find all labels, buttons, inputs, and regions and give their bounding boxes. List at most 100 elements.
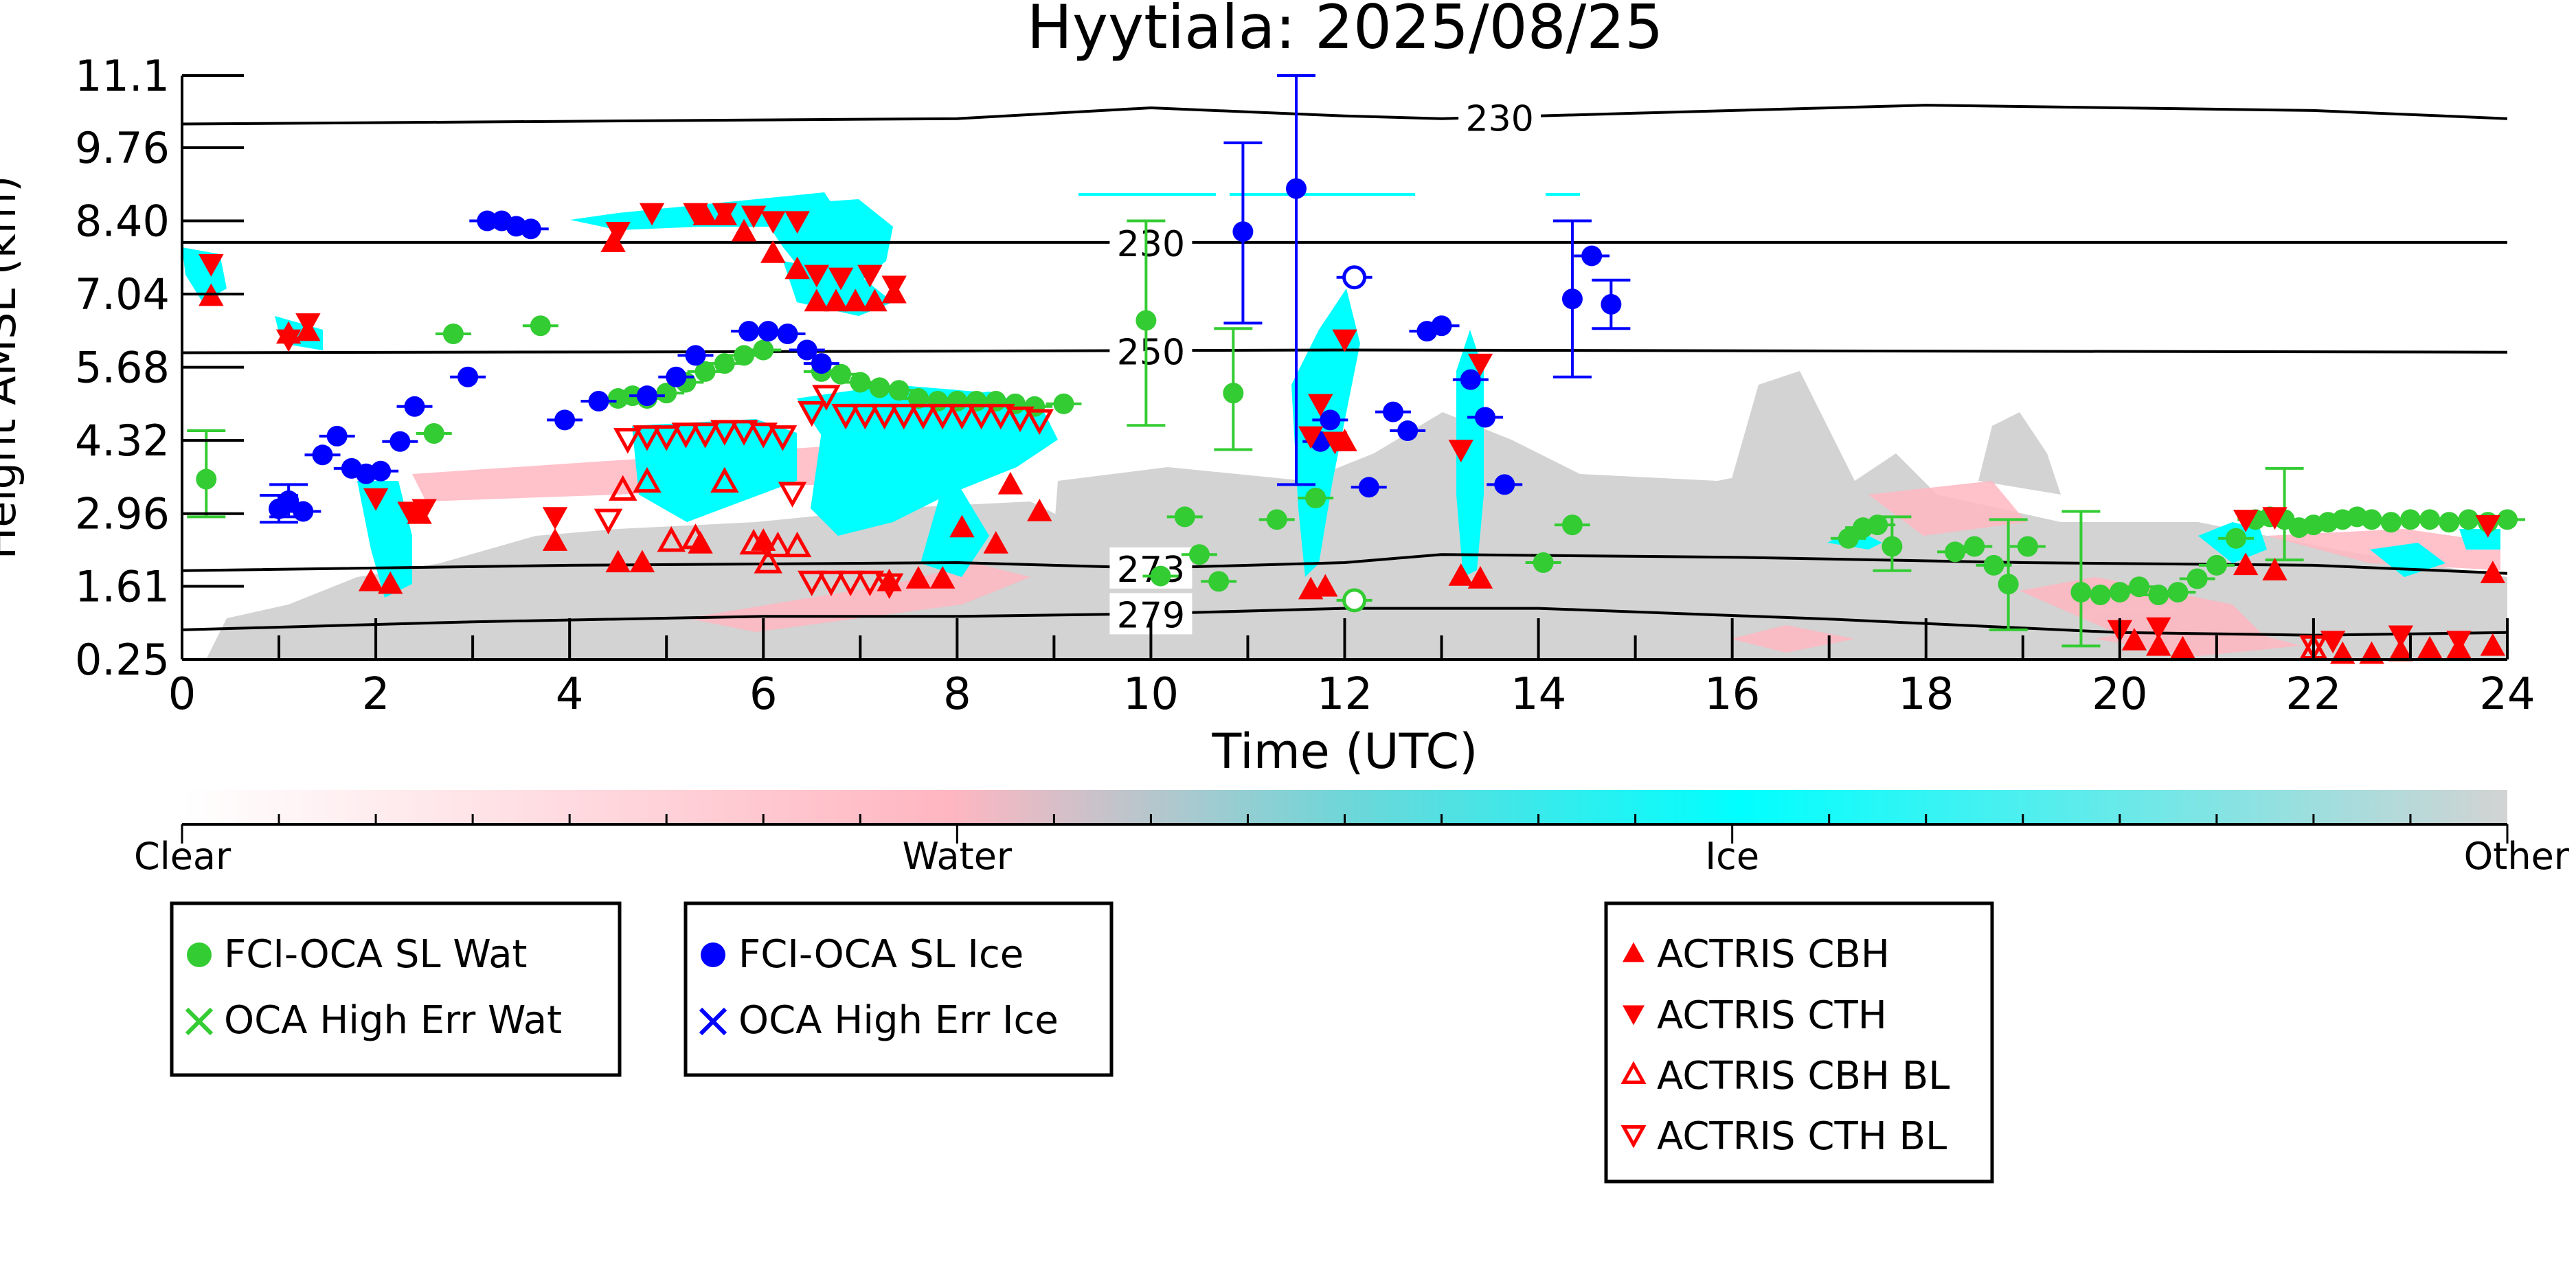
data-point [782,531,812,558]
data-point [2148,584,2169,605]
data-point [730,420,758,446]
legend-marker [1620,1125,1647,1149]
legend-actris: ACTRIS CBH ACTRIS CTH ACTRIS CBH BL ACTR… [1604,901,1994,1184]
data-point [530,315,551,337]
data-point [1223,383,1244,404]
y-tick-label: 5.68 [75,343,170,393]
data-point [2262,558,2287,580]
data-point [850,372,871,393]
y-tick-label: 0.25 [75,635,170,685]
data-point [831,403,860,430]
colorbar-label: Clear [134,835,231,878]
y-tick-label: 2.96 [75,489,170,539]
x-tick-label: 8 [943,669,971,720]
data-point [2439,512,2460,533]
legend-marker [187,942,212,967]
data-point [828,267,854,291]
legend-entry-label: ACTRIS CBH BL [1657,1054,1950,1098]
data-point [1448,563,1473,586]
data-point [1320,409,1341,431]
data-point [1533,552,1554,573]
legend-entry-label: ACTRIS CBH [1657,932,1890,977]
data-point [594,508,623,534]
legend-marker [1623,1005,1645,1026]
legend-marker [699,1007,727,1036]
data-point [869,377,890,398]
data-point [1285,178,1307,199]
data-point [2090,584,2111,605]
data-point [798,400,826,427]
data-point [928,403,957,430]
data-point [666,366,687,387]
data-point [739,528,768,555]
data-point [2170,635,2195,659]
y-tick-label: 9.76 [75,123,170,173]
isotherm-label-bg [1109,221,1193,263]
data-point [370,460,392,482]
data-point [2380,512,2402,533]
colorbar-minor-ticks [181,814,2509,844]
data-point [947,403,977,430]
data-point [2233,510,2259,532]
data-point [2129,576,2150,598]
data-point [1838,528,1859,549]
data-point [768,425,798,451]
data-point [629,550,655,573]
data-point [1150,565,1171,587]
data-point [1964,536,1985,557]
y-tick-label: 8.40 [75,196,170,247]
data-point [2121,628,2147,651]
series-fci-oca-sl-wat [187,219,2525,648]
data-point [690,422,720,449]
data-point [326,425,348,447]
y-tick-label: 4.32 [75,416,170,466]
data-point [857,264,883,288]
data-point [850,403,880,430]
data-point [404,396,425,417]
x-tick-label: 22 [2285,669,2341,720]
data-point [1305,487,1326,508]
data-point [1601,293,1622,315]
data-point [1882,536,1903,557]
isotherm-273 [182,553,2507,575]
data-point [1006,406,1035,433]
isotherm-label-bg [1109,330,1193,372]
data-point [685,345,706,366]
data-point [588,390,609,411]
data-point [1174,506,1195,528]
data-point [605,550,631,573]
y-tick-label: 7.04 [75,269,170,319]
data-point [637,385,657,407]
legend-water: FCI-OCA SL Wat OCA High Err Wat [170,901,622,1077]
data-point [1448,440,1473,463]
colorbar-label: Ice [1705,835,1759,878]
x-stroke [185,1007,214,1036]
isotherm-label: 230 [1117,224,1185,265]
data-point [1266,509,1287,530]
data-point [1322,431,1348,455]
data-point [397,501,422,525]
data-point [811,353,832,374]
series-actris-cth [199,203,2500,654]
data-point [1188,544,1210,565]
series-actris-cth-bl [594,385,2328,662]
data-point [2417,635,2443,659]
data-point [1308,394,1333,417]
data-point [278,490,300,511]
data-point [712,203,738,226]
x-tick-label: 16 [1704,669,1760,720]
data-point [777,324,798,345]
data-point [929,565,956,589]
data-point [812,385,841,411]
data-point [2262,507,2287,530]
isotherm-label-bg [1458,96,1541,138]
data-point [1397,420,1419,442]
data-point [2109,582,2130,603]
data-point [633,425,662,451]
x-tick-label: 0 [168,669,196,720]
data-point [967,403,996,430]
data-point [1561,515,1583,536]
data-point [2167,582,2189,603]
data-point [2480,561,2506,583]
series-oca-wat-open- [1336,588,1372,613]
